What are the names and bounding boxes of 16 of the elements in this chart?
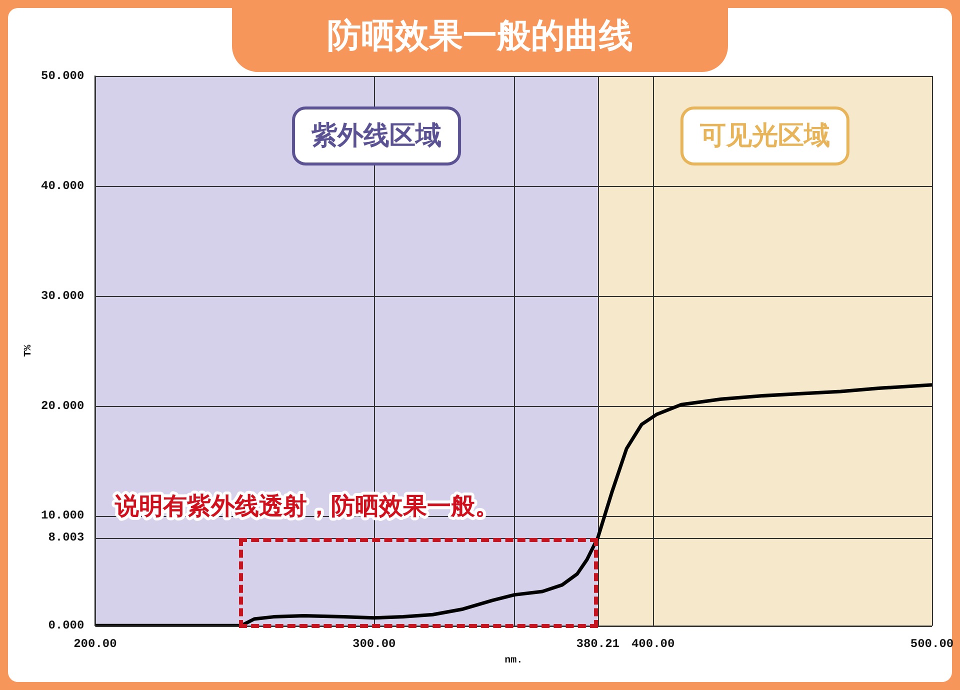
y-tick-label: 30.000 — [40, 288, 84, 303]
band-label: 可见光区域 — [698, 120, 830, 151]
x-tick-label: 400.00 — [631, 636, 675, 651]
y-tick-label: 50.000 — [40, 69, 84, 84]
y-tick-label: 40.000 — [40, 178, 84, 193]
y-tick-label: 8.003 — [48, 530, 84, 545]
y-axis-title: T% — [24, 344, 35, 357]
y-tick-label: 10.000 — [40, 508, 84, 523]
x-tick-label: 380.21 — [576, 636, 620, 651]
y-tick-label: 0.000 — [48, 618, 84, 633]
x-axis-title: nm. — [504, 656, 523, 667]
band-label: 紫外线区域 — [310, 120, 442, 151]
y-tick-label: 20.000 — [40, 398, 84, 413]
chart-title: 防晒效果一般的曲线 — [232, 0, 728, 72]
x-tick-label: 300.00 — [352, 636, 396, 651]
x-tick-label: 200.00 — [74, 636, 117, 651]
